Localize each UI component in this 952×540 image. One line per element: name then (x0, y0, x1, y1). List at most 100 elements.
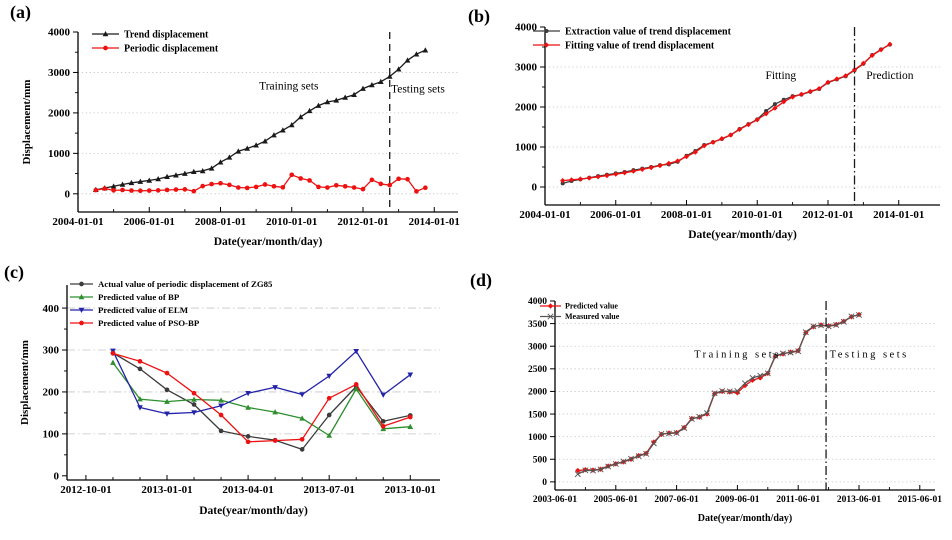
series-markers-fitting-value-of-trend-displacement (560, 41, 893, 184)
legend-item-actual-value-of-periodic-displacement-of-zg85: Actual value of periodic displacement of… (70, 279, 273, 289)
legend-item-fitting-value-of-trend-displacement: Fitting value of trend displacement (533, 40, 715, 51)
y-tick-label: 2000 (48, 108, 71, 120)
series-line-predicted-value-of-pso-bp (112, 352, 411, 443)
y-axis-title: Displacement/mm (21, 80, 33, 165)
y-tick-label: 0 (54, 471, 60, 483)
x-tick-label: 2010-01-01 (266, 216, 317, 228)
x-tick-label: 2013-07-01 (304, 484, 355, 496)
x-tick-label: 2012-01-01 (802, 209, 853, 221)
panel-c-label: (c) (4, 262, 24, 282)
y-tick-label: 0 (532, 182, 538, 194)
series-line-predicted-value-of-bp (112, 362, 411, 437)
annotation-prediction: Prediction (866, 70, 914, 82)
x-tick-label: 2007-06-01 (654, 495, 699, 505)
legend-label: Predicted value of BP (98, 292, 180, 302)
y-tick-label: 2000 (528, 388, 547, 398)
x-axis-title: Date(year/month/day) (199, 505, 308, 517)
legend-item-predicted-value-of-bp: Predicted value of BP (70, 292, 180, 302)
series-markers-actual-value-of-periodic-displacement-of-zg85 (110, 350, 413, 452)
series-line-fitting-value-of-trend-displacement (562, 43, 891, 182)
x-tick-label: 2013-01-01 (141, 484, 192, 496)
y-axis-title: Displacement/mm (19, 340, 31, 425)
legend-item-extraction-value-of-trend-displacement: Extraction value of trend displacement (533, 26, 732, 37)
series-line-extraction-value-of-trend-displacement (562, 44, 891, 185)
annotation-fitting: Fitting (765, 70, 796, 82)
legend-label: Periodic displacement (124, 43, 219, 54)
legend-label: Predicted value (565, 302, 618, 311)
legend-item-measured-value: Measured value (540, 312, 620, 321)
series-markers-trend-displacement (92, 47, 429, 193)
y-tick-label: 2500 (528, 365, 547, 375)
x-tick-label: 2013-06-01 (837, 495, 882, 505)
y-tick-label: 3000 (528, 342, 547, 352)
y-tick-label: 100 (43, 429, 60, 441)
x-tick-label: 2004-01-01 (52, 216, 103, 228)
legend-item-periodic-displacement: Periodic displacement (92, 43, 219, 54)
y-tick-label: 4000 (528, 297, 547, 307)
series-markers-predicted-value-of-bp (110, 359, 414, 438)
series-markers-predicted-value-of-pso-bp (110, 351, 413, 445)
x-axis-title: Date(year/month/day) (214, 236, 323, 248)
annotation-testing-sets: Testing sets (391, 84, 445, 96)
legend: Trend displacement Periodic displacement (92, 29, 219, 54)
legend-label: Predicted value of PSO-BP (98, 318, 200, 328)
annotation-training-sets: Training sets (259, 80, 319, 92)
series-markers-periodic-displacement (93, 172, 428, 194)
x-tick-label: 2008-01-01 (195, 216, 246, 228)
series-line-measured-value (577, 314, 860, 475)
x-axis-title: Date(year/month/day) (688, 229, 797, 241)
series-line-predicted-value-of-elm (112, 350, 411, 415)
y-tick-label: 0 (542, 478, 547, 488)
legend-label: Fitting value of trend displacement (565, 40, 715, 51)
y-tick-label: 3500 (528, 320, 547, 330)
legend-label: Trend displacement (124, 29, 209, 40)
x-tick-label: 2009-06-01 (715, 495, 760, 505)
x-tick-label: 2003-06-01 (533, 495, 578, 505)
x-tick-label: 2013-10-01 (385, 484, 436, 496)
x-tick-label: 2013-04-01 (222, 484, 273, 496)
chart-panel-a: 2004-01-01 2006-01-01 2008-01-01 2010-01-01… (21, 27, 460, 248)
y-tick-label: 3000 (48, 67, 71, 79)
legend-label: Actual value of periodic displacement of… (98, 279, 273, 289)
y-tick-label: 0 (65, 189, 71, 201)
panel-d-label: (d) (470, 270, 492, 290)
legend: Extraction value of trend displacement Fi… (533, 26, 732, 51)
y-tick-label: 500 (533, 455, 548, 465)
x-tick-label: 2015-06-01 (898, 495, 943, 505)
legend-label: Extraction value of trend displacement (565, 26, 732, 37)
x-tick-label: 2006-01-01 (124, 216, 175, 228)
y-tick-label: 1000 (48, 148, 71, 160)
y-tick-label: 1000 (515, 142, 538, 154)
x-tick-label: 2014-01-01 (409, 216, 460, 228)
y-tick-label: 1500 (528, 410, 547, 420)
series-markers-extraction-value-of-trend-displacement (560, 42, 892, 186)
series-line-periodic-displacement (95, 174, 426, 193)
x-tick-label: 2004-01-01 (519, 209, 570, 221)
legend: Actual value of periodic displacement of… (70, 279, 273, 328)
chart-panel-d: 2003-06-01 2005-06-01 2007-06-01 2009-06-01… (528, 297, 943, 524)
y-tick-label: 2000 (515, 102, 538, 114)
chart-panel-c: 2012-10-01 2013-01-01 2013-04-01 2013-07-01… (19, 279, 440, 517)
series-markers-predicted-value-of-elm (110, 348, 414, 417)
panel-b-label: (b) (468, 6, 490, 26)
legend-item-predicted-value-of-pso-bp: Predicted value of PSO-BP (70, 318, 200, 328)
legend-item-trend-displacement: Trend displacement (92, 29, 209, 40)
x-tick-label: 2012-10-01 (60, 484, 111, 496)
y-tick-label: 1000 (528, 433, 547, 443)
legend-label: Measured value (565, 312, 620, 321)
x-tick-label: 2006-01-01 (590, 209, 641, 221)
x-tick-label: 2014-01-01 (873, 209, 924, 221)
x-axis-title: Date(year/month/day) (698, 513, 792, 524)
series-markers-measured-value (574, 311, 863, 478)
series-line-trend-displacement (95, 49, 426, 191)
x-tick-label: 2012-01-01 (337, 216, 388, 228)
x-tick-label: 2005-06-01 (594, 495, 639, 505)
y-tick-label: 300 (43, 345, 60, 357)
annotation-training-sets: Training sets (694, 350, 781, 361)
x-tick-label: 2008-01-01 (661, 209, 712, 221)
chart-panel-b: 2004-01-01 2006-01-01 2008-01-01 2010-01-01… (515, 22, 940, 241)
y-tick-label: 4000 (48, 27, 71, 39)
legend-label: Predicted value of ELM (98, 305, 189, 315)
